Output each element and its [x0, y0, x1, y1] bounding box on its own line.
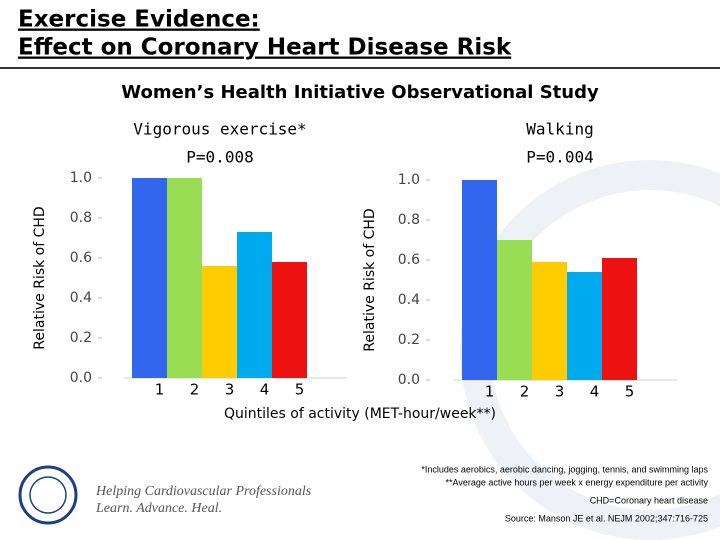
x-tick-label: 2	[190, 381, 200, 399]
y-tick-label: 1.0	[70, 170, 92, 186]
x-tick-label: 3	[225, 381, 235, 399]
chart-title: Vigorous exercise*	[133, 120, 306, 139]
y-tick-label: 0.4	[70, 290, 92, 306]
x-tick-label: 5	[295, 381, 305, 399]
x-tick-label: 2	[520, 383, 530, 401]
subtitle: Women’s Health Initiative Observational …	[121, 82, 599, 103]
y-tick-label: 0.2	[398, 332, 420, 348]
logo-text: Learn. Advance. Heal.	[95, 501, 222, 516]
footnote: **Average active hours per week x energy…	[446, 477, 709, 487]
y-tick-label: 0.2	[70, 330, 92, 346]
source: Source: Manson JE et al. NEJM 2002;347:7…	[505, 513, 708, 523]
chart-title: Walking	[526, 120, 593, 139]
x-axis-label: Quintiles of activity (MET-hour/week**)	[224, 406, 496, 422]
x-tick-label: 4	[590, 383, 600, 401]
bar	[272, 262, 307, 378]
bar	[567, 272, 602, 380]
logo-seal	[29, 476, 67, 514]
x-tick-label: 3	[555, 383, 565, 401]
y-axis-label: Relative Risk of CHD	[32, 206, 48, 349]
x-tick-label: 1	[485, 383, 495, 401]
y-tick-label: 0.0	[70, 370, 92, 386]
p-value: P=0.004	[526, 148, 593, 167]
y-tick-label: 0.0	[398, 372, 420, 388]
y-tick-label: 0.6	[70, 250, 92, 266]
bar	[202, 266, 237, 378]
y-tick-label: 1.0	[398, 172, 420, 188]
y-tick-label: 0.8	[70, 210, 92, 226]
logo-seal	[18, 465, 78, 525]
bar	[237, 232, 272, 378]
abbreviation: CHD=Coronary heart disease	[590, 495, 708, 505]
x-tick-label: 1	[155, 381, 165, 399]
y-tick-label: 0.6	[398, 252, 420, 268]
y-tick-label: 0.8	[398, 212, 420, 228]
x-tick-label: 4	[260, 381, 270, 399]
logo-text: Helping Cardiovascular Professionals	[95, 484, 312, 499]
bar	[602, 258, 637, 380]
bar	[132, 178, 167, 378]
bar	[532, 262, 567, 380]
y-tick-label: 0.4	[398, 292, 420, 308]
footnote: *Includes aerobics, aerobic dancing, jog…	[421, 464, 708, 474]
x-tick-label: 5	[625, 383, 635, 401]
title-line: Exercise Evidence:	[18, 7, 260, 33]
bar	[497, 240, 532, 380]
bar	[462, 180, 497, 380]
bar	[167, 178, 202, 378]
title-line: Effect on Coronary Heart Disease Risk	[18, 35, 512, 61]
y-axis-label: Relative Risk of CHD	[362, 208, 378, 351]
p-value: P=0.008	[186, 148, 253, 167]
